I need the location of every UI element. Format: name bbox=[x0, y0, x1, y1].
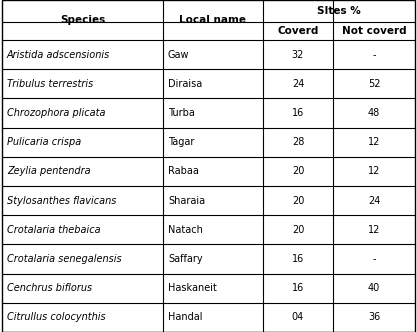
Text: 48: 48 bbox=[368, 108, 380, 118]
Text: Cenchrus biflorus: Cenchrus biflorus bbox=[7, 283, 92, 293]
Text: 52: 52 bbox=[368, 79, 380, 89]
Text: -: - bbox=[372, 49, 376, 60]
Text: 20: 20 bbox=[292, 196, 304, 206]
Text: Citrullus colocynthis: Citrullus colocynthis bbox=[7, 312, 106, 322]
Text: Stylosanthes flavicans: Stylosanthes flavicans bbox=[7, 196, 116, 206]
Text: Gaw: Gaw bbox=[168, 49, 189, 60]
Text: 12: 12 bbox=[368, 225, 380, 235]
Text: Turba: Turba bbox=[168, 108, 195, 118]
Text: Rabaa: Rabaa bbox=[168, 166, 199, 176]
Text: Chrozophora plicata: Chrozophora plicata bbox=[7, 108, 106, 118]
Text: Tagar: Tagar bbox=[168, 137, 194, 147]
Text: Haskaneit: Haskaneit bbox=[168, 283, 217, 293]
Text: Aristida adscensionis: Aristida adscensionis bbox=[7, 49, 110, 60]
Text: 12: 12 bbox=[368, 137, 380, 147]
Text: 16: 16 bbox=[292, 283, 304, 293]
Text: 20: 20 bbox=[292, 225, 304, 235]
Text: 24: 24 bbox=[368, 196, 380, 206]
Text: -: - bbox=[372, 254, 376, 264]
Text: 04: 04 bbox=[292, 312, 304, 322]
Text: 36: 36 bbox=[368, 312, 380, 322]
Text: Coverd: Coverd bbox=[277, 26, 319, 36]
Text: Saffary: Saffary bbox=[168, 254, 203, 264]
Text: 28: 28 bbox=[292, 137, 304, 147]
Text: 24: 24 bbox=[292, 79, 304, 89]
Text: SItes %: SItes % bbox=[317, 6, 361, 16]
Text: Not coverd: Not coverd bbox=[342, 26, 406, 36]
Text: Crotalaria senegalensis: Crotalaria senegalensis bbox=[7, 254, 122, 264]
Text: Diraisa: Diraisa bbox=[168, 79, 202, 89]
Text: Crotalaria thebaica: Crotalaria thebaica bbox=[7, 225, 100, 235]
Text: 40: 40 bbox=[368, 283, 380, 293]
Text: Species: Species bbox=[60, 15, 105, 25]
Text: 12: 12 bbox=[368, 166, 380, 176]
Text: Local name: Local name bbox=[179, 15, 246, 25]
Text: Pulicaria crispa: Pulicaria crispa bbox=[7, 137, 81, 147]
Text: 32: 32 bbox=[292, 49, 304, 60]
Text: 16: 16 bbox=[292, 108, 304, 118]
Text: Tribulus terrestris: Tribulus terrestris bbox=[7, 79, 93, 89]
Text: Zeylia pentendra: Zeylia pentendra bbox=[7, 166, 90, 176]
Text: 20: 20 bbox=[292, 166, 304, 176]
Text: Natach: Natach bbox=[168, 225, 203, 235]
Text: Sharaia: Sharaia bbox=[168, 196, 205, 206]
Text: 16: 16 bbox=[292, 254, 304, 264]
Text: Handal: Handal bbox=[168, 312, 203, 322]
